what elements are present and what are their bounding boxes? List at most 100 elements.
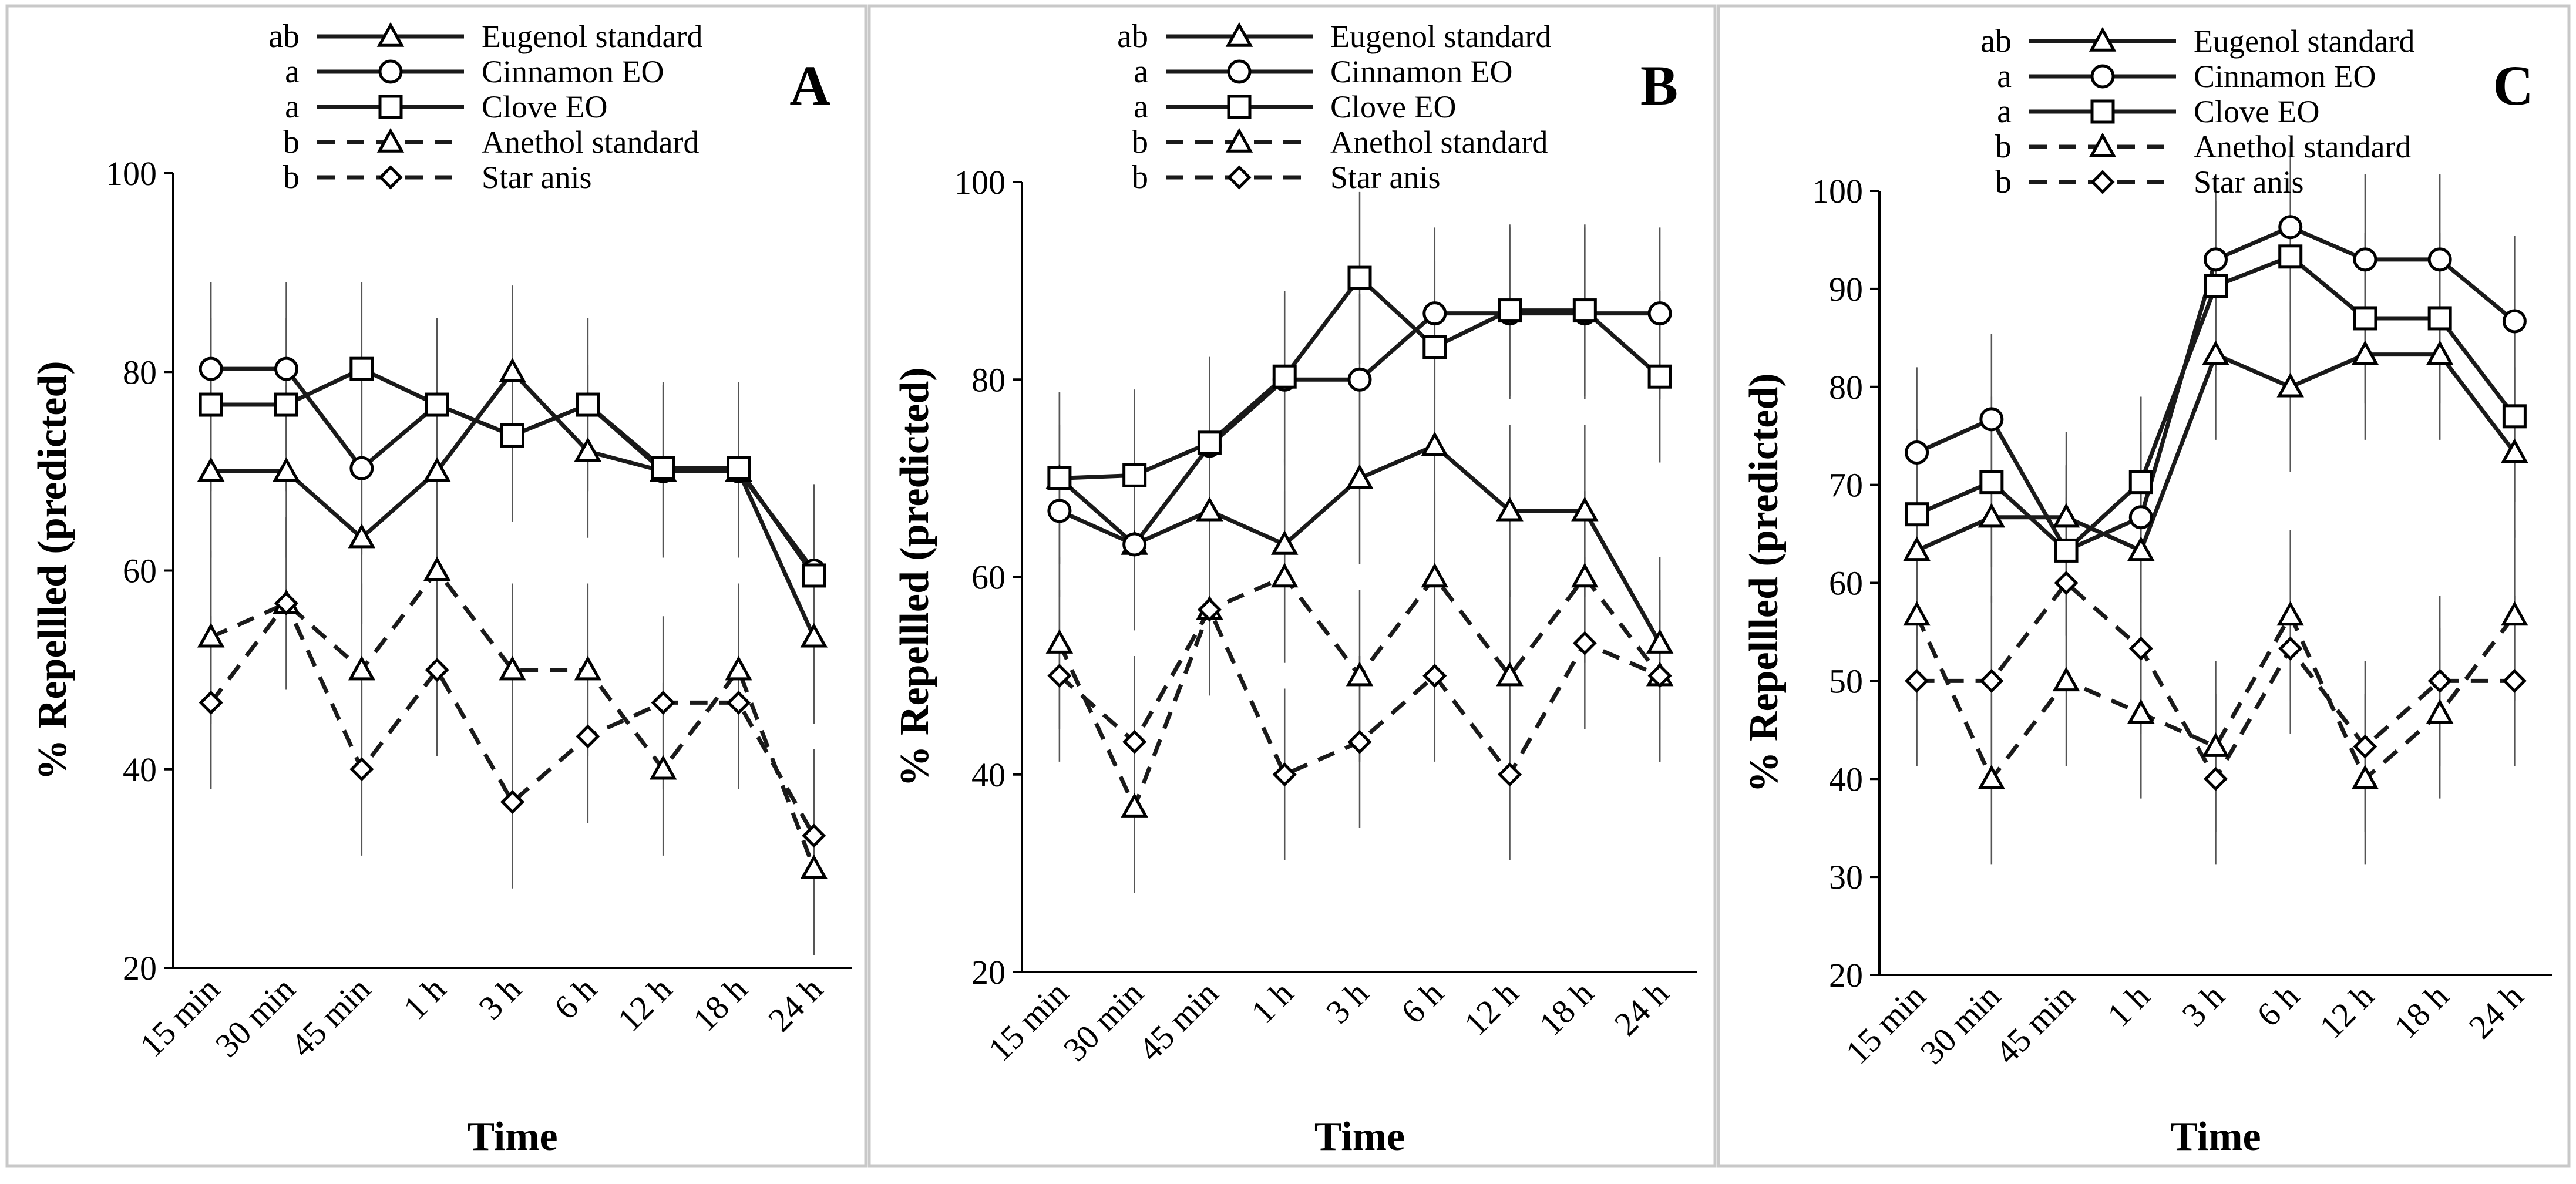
legend-label: Star anis — [482, 160, 591, 195]
data-point — [1496, 496, 1524, 522]
x-tick-label: 1 h — [396, 970, 453, 1027]
panel-letter: C — [2493, 54, 2533, 117]
x-tick-label: 24 h — [2461, 977, 2531, 1046]
data-point — [574, 437, 602, 462]
data-point — [499, 358, 526, 382]
data-point — [2351, 765, 2379, 789]
x-tick-label: 45 min — [283, 970, 378, 1064]
legend-group-label: b — [283, 124, 300, 160]
data-point — [2052, 503, 2080, 528]
data-point — [649, 755, 677, 780]
legend: ab Eugenol standard a Cinnamon EO a Clove EO b… — [268, 18, 702, 196]
data-point — [274, 392, 298, 417]
legend-group-label: a — [1134, 53, 1148, 90]
data-point — [2276, 601, 2304, 626]
data-point — [2278, 215, 2303, 240]
data-point — [576, 392, 600, 417]
legend-group-label: a — [285, 89, 300, 125]
y-tick-label: 80 — [123, 353, 157, 391]
data-point — [197, 623, 225, 648]
data-point — [1905, 440, 1929, 465]
data-point — [2278, 244, 2303, 269]
data-point — [2427, 668, 2452, 693]
legend-group-label: b — [1132, 124, 1148, 160]
data-point — [2202, 732, 2229, 757]
data-point — [2502, 668, 2527, 693]
legend-marker — [2089, 132, 2117, 157]
data-point — [2128, 470, 2153, 495]
legend-label: Clove EO — [1330, 89, 1456, 125]
data-point — [802, 823, 826, 848]
data-point — [2278, 636, 2303, 661]
data-point — [1047, 466, 1072, 490]
x-axis-title: Time — [467, 1114, 557, 1159]
x-tick-label: 1 h — [2100, 977, 2157, 1034]
data-point — [349, 356, 374, 381]
data-point — [274, 356, 298, 381]
series-line-anethol-standard — [1915, 613, 2517, 781]
legend-label: Anethol standard — [2194, 129, 2411, 164]
x-tick-label: 18 h — [2387, 977, 2456, 1046]
data-point — [1347, 265, 1372, 290]
series-line-star-anis — [209, 601, 816, 837]
legend-label: Eugenol standard — [482, 19, 702, 54]
panel-frame — [867, 4, 1717, 1168]
data-point — [1122, 532, 1147, 557]
data-point — [1571, 563, 1599, 588]
x-tick-label: 6 h — [1394, 974, 1451, 1031]
legend-label: Anethol standard — [482, 125, 699, 160]
y-tick-label: 40 — [123, 751, 157, 789]
x-tick-label: 18 h — [685, 970, 755, 1039]
legend-marker — [2089, 26, 2117, 52]
legend-marker — [1225, 22, 1253, 47]
data-point — [1979, 407, 2004, 432]
x-tick-label: 1 h — [1243, 974, 1300, 1031]
data-point — [1121, 793, 1148, 818]
data-point — [499, 655, 526, 681]
data-point — [500, 790, 525, 815]
legend: ab Eugenol standard a Cinnamon EO a Clove EO b… — [1980, 23, 2414, 200]
data-point — [1045, 628, 1074, 654]
x-tick-label: 30 min — [1056, 974, 1151, 1068]
data-point — [425, 658, 449, 682]
x-tick-label: 45 min — [1988, 977, 2082, 1071]
data-point — [1196, 496, 1223, 522]
data-point — [2052, 667, 2080, 692]
panel-letter: B — [1640, 54, 1678, 117]
panel-frame — [5, 4, 867, 1168]
data-point — [1905, 668, 1929, 693]
legend-label: Clove EO — [2194, 94, 2319, 129]
data-point — [1197, 597, 1222, 622]
data-point — [1270, 530, 1299, 555]
data-point — [1047, 499, 1072, 523]
data-point — [2353, 306, 2377, 331]
x-tick-label: 3 h — [1319, 974, 1376, 1031]
data-point — [2353, 734, 2377, 759]
legend-marker — [376, 22, 405, 47]
y-tick-label: 40 — [971, 756, 1005, 794]
data-point — [1347, 367, 1372, 392]
data-point — [1422, 301, 1447, 326]
y-axis-title: % Repellled (predicted) — [892, 367, 937, 786]
data-point — [1496, 661, 1524, 687]
data-point — [1122, 463, 1147, 487]
legend-label: Clove EO — [482, 89, 607, 125]
y-tick-label: 50 — [1829, 662, 1863, 700]
data-point — [274, 591, 299, 615]
data-point — [1347, 729, 1372, 754]
y-tick-label: 80 — [971, 361, 1005, 399]
data-point — [1421, 563, 1449, 588]
data-point — [1572, 298, 1597, 323]
x-tick-label: 24 h — [1607, 974, 1676, 1043]
data-point — [1498, 762, 1522, 787]
data-point — [727, 456, 751, 480]
x-tick-label: 30 min — [1913, 977, 2007, 1071]
data-point — [199, 356, 223, 381]
data-point — [1422, 664, 1447, 688]
x-tick-label: 45 min — [1131, 974, 1226, 1068]
data-point — [1272, 364, 1297, 389]
data-point — [1646, 628, 1674, 654]
